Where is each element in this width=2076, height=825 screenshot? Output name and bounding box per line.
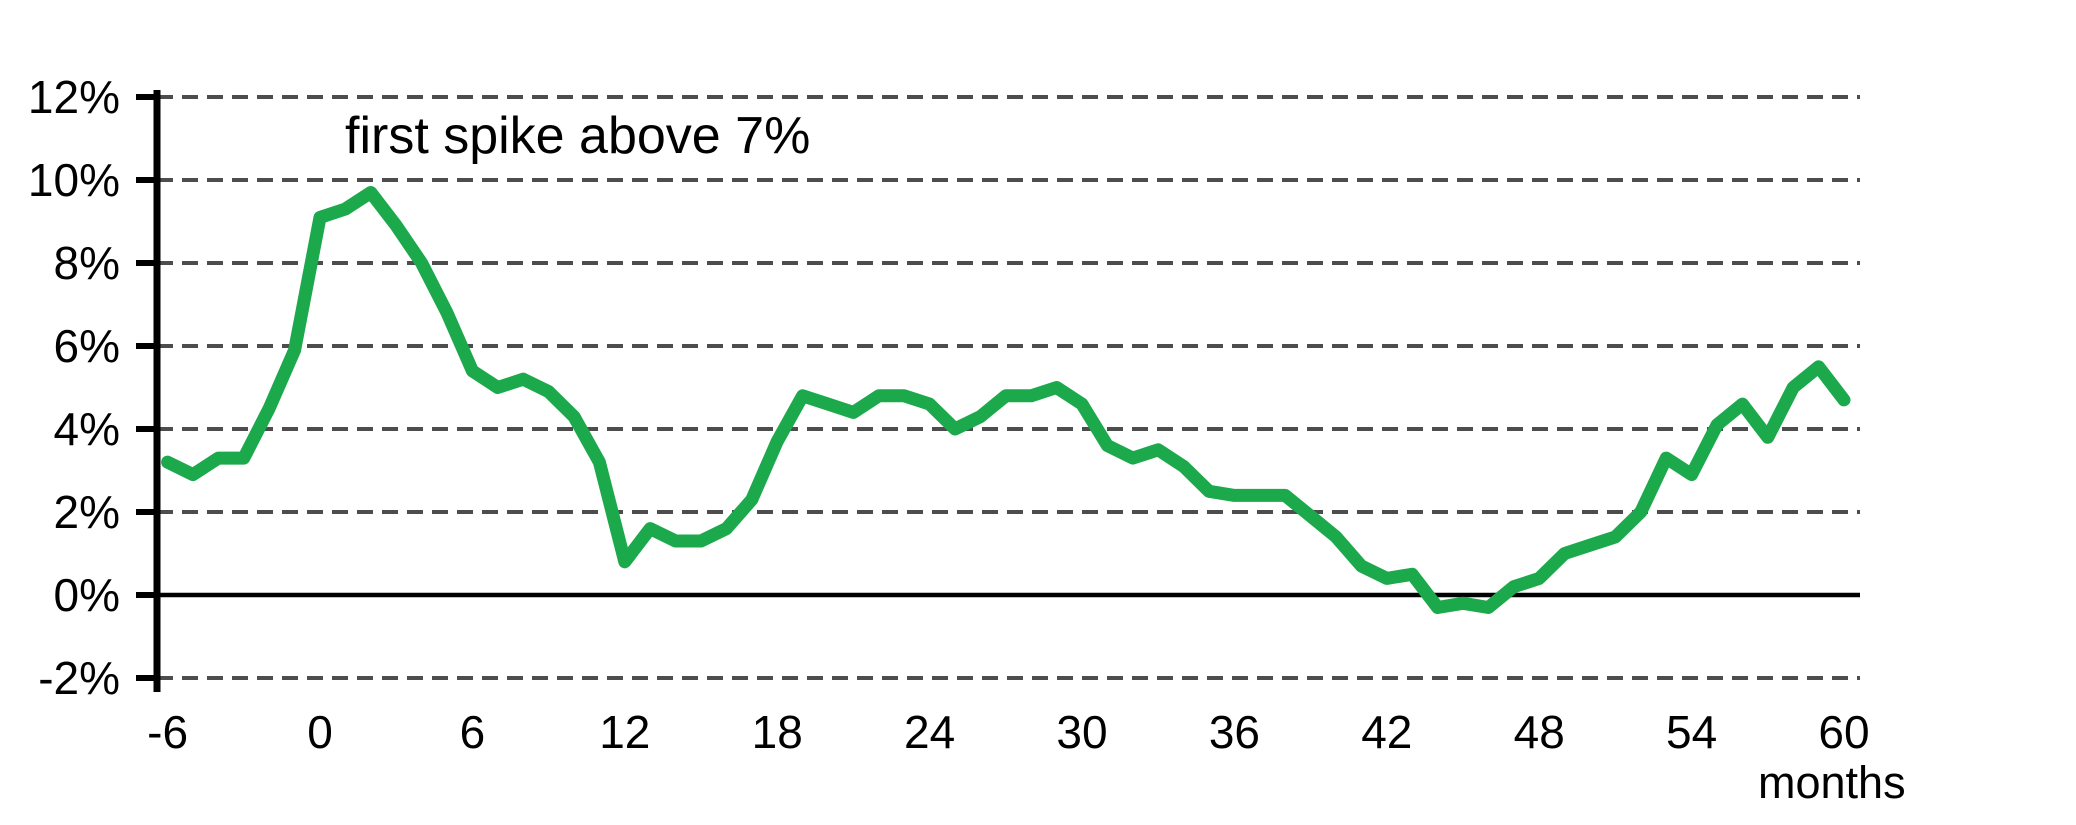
y-tick-label--2%: -2%	[38, 652, 120, 704]
x-tick-label-48: 48	[1514, 706, 1565, 758]
y-tick-label-8%: 8%	[54, 237, 120, 289]
y-tick-label-6%: 6%	[54, 320, 120, 372]
x-tick-label-42: 42	[1361, 706, 1412, 758]
y-tick-label-2%: 2%	[54, 486, 120, 538]
x-tick-label-24: 24	[904, 706, 955, 758]
annotation-first-spike: first spike above 7%	[345, 107, 811, 165]
y-tick-label-12%: 12%	[28, 71, 120, 123]
x-tick-label-60: 60	[1818, 706, 1869, 758]
x-tick-label-0: 0	[307, 706, 333, 758]
x-tick-label-30: 30	[1056, 706, 1107, 758]
x-tick-label-36: 36	[1209, 706, 1260, 758]
x-tick-label-54: 54	[1666, 706, 1717, 758]
x-tick-label-6: 6	[460, 706, 486, 758]
data-series-line	[161, 186, 1851, 614]
y-tick-label-10%: 10%	[28, 154, 120, 206]
x-tick-label-18: 18	[752, 706, 803, 758]
x-tick-label--6: -6	[147, 706, 188, 758]
y-tick-label-0%: 0%	[54, 569, 120, 621]
x-tick-label-12: 12	[599, 706, 650, 758]
y-tick-label-4%: 4%	[54, 403, 120, 455]
x-axis-unit-label: months	[1758, 757, 1906, 808]
